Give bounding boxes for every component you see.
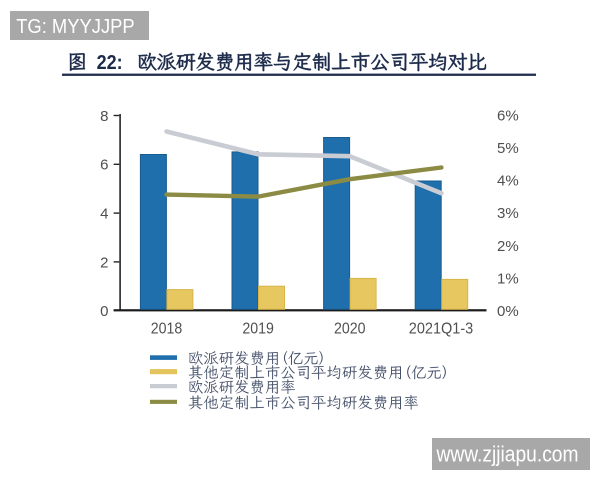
svg-text:2019: 2019	[242, 321, 274, 338]
svg-text:6: 6	[100, 157, 108, 174]
svg-text:2020: 2020	[334, 321, 366, 338]
svg-text:6%: 6%	[497, 107, 519, 124]
svg-text:0: 0	[100, 303, 108, 320]
svg-text:www.zjjiapu.com: www.zjjiapu.com	[436, 441, 579, 466]
svg-text:5%: 5%	[497, 140, 519, 157]
svg-text:TG: MYYJJPP: TG: MYYJJPP	[16, 16, 135, 38]
svg-text:8: 8	[100, 108, 108, 125]
svg-text:4: 4	[100, 206, 108, 223]
svg-text:3%: 3%	[497, 205, 519, 222]
svg-text:22:: 22:	[97, 52, 123, 74]
svg-text:1%: 1%	[497, 270, 519, 287]
svg-text:2021Q1-3: 2021Q1-3	[409, 321, 474, 338]
svg-text:2: 2	[100, 254, 108, 271]
svg-text:2%: 2%	[497, 238, 519, 255]
svg-text:0%: 0%	[497, 303, 519, 320]
svg-text:2018: 2018	[151, 321, 183, 338]
svg-text:4%: 4%	[497, 173, 519, 190]
